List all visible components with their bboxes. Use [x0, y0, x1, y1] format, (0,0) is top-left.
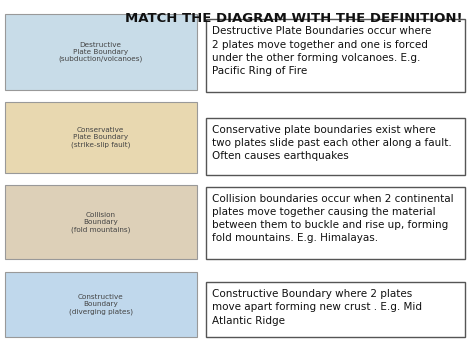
FancyBboxPatch shape [206, 118, 465, 175]
Text: Conservative
Plate Boundary
(strike-slip fault): Conservative Plate Boundary (strike-slip… [71, 127, 130, 148]
FancyBboxPatch shape [5, 102, 197, 173]
FancyBboxPatch shape [5, 14, 197, 90]
Text: Collision
Boundary
(fold mountains): Collision Boundary (fold mountains) [71, 212, 130, 233]
Text: Constructive
Boundary
(diverging plates): Constructive Boundary (diverging plates) [69, 294, 133, 315]
Text: Collision boundaries occur when 2 continental
plates move together causing the m: Collision boundaries occur when 2 contin… [212, 194, 454, 243]
Text: MATCH THE DIAGRAM WITH THE DEFINITION!: MATCH THE DIAGRAM WITH THE DEFINITION! [125, 12, 463, 25]
Text: Constructive Boundary where 2 plates
move apart forming new crust . E.g. Mid
Atl: Constructive Boundary where 2 plates mov… [212, 289, 422, 325]
Text: Destructive Plate Boundaries occur where
2 plates move together and one is force: Destructive Plate Boundaries occur where… [212, 26, 431, 76]
FancyBboxPatch shape [206, 282, 465, 337]
Text: Conservative plate boundaries exist where
two plates slide past each other along: Conservative plate boundaries exist wher… [212, 125, 452, 161]
Text: Destructive
Plate Boundary
(subduction/volcanoes): Destructive Plate Boundary (subduction/v… [59, 42, 143, 62]
FancyBboxPatch shape [5, 272, 197, 337]
FancyBboxPatch shape [206, 19, 465, 92]
FancyBboxPatch shape [206, 187, 465, 259]
FancyBboxPatch shape [5, 185, 197, 259]
